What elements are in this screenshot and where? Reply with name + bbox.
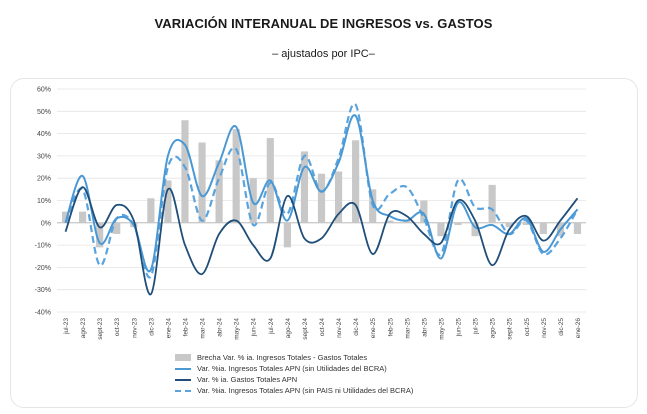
legend-label-gastos: Var. % ia. Gastos Totales APN — [197, 375, 298, 384]
y-tick-label: -10% — [35, 243, 51, 250]
x-tick-label: ago-23 — [80, 318, 87, 339]
bar — [181, 120, 189, 223]
y-tick-label: -40% — [35, 310, 51, 317]
legend-item-ingresos: Var. %ia. Ingresos Totales APN (sin Util… — [175, 363, 413, 374]
bar — [539, 222, 547, 234]
bar — [96, 222, 104, 248]
x-tick-label: ago-24 — [285, 318, 292, 339]
chart-legend: Brecha Var. % ia. Ingresos Totales - Gas… — [175, 352, 413, 396]
x-tick-label: sept-25 — [507, 318, 514, 340]
chart-subtitle: – ajustados por IPC– — [272, 48, 375, 60]
x-tick-label: jul-25 — [473, 318, 480, 335]
legend-swatch-gastos — [175, 378, 191, 381]
bar — [113, 222, 121, 234]
x-tick-label: ene-25 — [370, 318, 377, 339]
y-tick-label: 30% — [37, 153, 51, 160]
x-tick-label: nov-24 — [336, 318, 343, 338]
bar — [300, 151, 309, 223]
legend-swatch-ingresos-sin-pais — [175, 389, 191, 392]
x-tick-label: nov-23 — [131, 318, 138, 338]
x-tick-label: ene-24 — [165, 318, 172, 339]
bar — [471, 222, 479, 237]
legend-item-brecha: Brecha Var. % ia. Ingresos Totales - Gas… — [175, 352, 413, 363]
x-tick-label: abr-25 — [421, 318, 428, 337]
x-tick-label: mar-25 — [404, 318, 411, 339]
x-tick-label: ene-26 — [575, 318, 582, 339]
legend-item-ingresos-sin-pais: Var. %ia. Ingresos Totales APN (sin PAIS… — [175, 385, 413, 396]
x-tick-label: jun-25 — [456, 318, 463, 337]
bar — [283, 222, 291, 248]
legend-swatch-bar — [175, 354, 191, 361]
bar — [573, 222, 582, 234]
x-tick-label: jul-23 — [63, 318, 70, 335]
bar — [488, 184, 496, 223]
y-tick-label: -20% — [35, 265, 51, 272]
chart-title: VARIACIÓN INTERANUAL DE INGRESOS vs. GAS… — [154, 16, 493, 31]
legend-label-ingresos-sin-pais: Var. %ia. Ingresos Totales APN (sin PAIS… — [197, 386, 414, 395]
bar — [61, 211, 70, 223]
y-tick-label: 10% — [37, 198, 51, 205]
x-tick-label: feb-24 — [182, 318, 189, 337]
bar — [215, 160, 223, 223]
bar — [198, 142, 206, 223]
x-tick-label: ago-25 — [490, 318, 497, 339]
legend-label-ingresos: Var. %ia. Ingresos Totales APN (sin Util… — [197, 364, 387, 373]
legend-swatch-ingresos — [175, 367, 191, 370]
bar — [317, 173, 326, 223]
x-tick-label: may-25 — [438, 318, 445, 340]
x-tick-label: dic-23 — [148, 318, 155, 336]
y-tick-label: 60% — [37, 87, 51, 94]
x-tick-label: oct-25 — [524, 318, 531, 336]
y-tick-label: 50% — [37, 109, 51, 116]
x-tick-label: oct-24 — [319, 318, 326, 336]
x-tick-label: dic-25 — [558, 318, 565, 336]
bar — [420, 200, 428, 223]
bar — [505, 222, 513, 228]
plot-frame — [10, 78, 638, 408]
bar — [454, 222, 462, 226]
x-tick-label: feb-25 — [387, 318, 394, 337]
x-tick-label: jun-24 — [251, 318, 258, 337]
x-tick-label: may-24 — [234, 318, 241, 340]
y-tick-label: 0% — [41, 220, 51, 227]
line-ingresos — [64, 114, 579, 273]
bar — [334, 171, 343, 223]
x-tick-label: mar-24 — [200, 318, 207, 339]
y-tick-label: -30% — [35, 287, 51, 294]
x-tick-label: sept-23 — [97, 318, 104, 340]
line-gastos — [64, 186, 579, 296]
x-tick-label: dic-24 — [353, 318, 360, 336]
bar — [232, 129, 240, 223]
bar — [522, 222, 530, 226]
x-tick-label: jul-24 — [268, 318, 275, 335]
bar — [403, 220, 411, 223]
x-tick-label: nov-25 — [541, 318, 548, 338]
bar — [386, 220, 394, 223]
y-tick-label: 20% — [37, 176, 51, 183]
y-tick-label: 40% — [37, 131, 51, 138]
bar — [164, 180, 172, 223]
x-tick-label: oct-23 — [114, 318, 121, 336]
bar — [437, 222, 445, 237]
legend-label-brecha: Brecha Var. % ia. Ingresos Totales - Gas… — [197, 353, 368, 362]
bar — [352, 140, 360, 223]
x-tick-label: abr-24 — [217, 318, 224, 337]
bar — [79, 211, 87, 223]
x-tick-label: sept-24 — [302, 318, 309, 340]
legend-item-gastos: Var. % ia. Gastos Totales APN — [175, 374, 413, 385]
bar — [147, 198, 155, 223]
